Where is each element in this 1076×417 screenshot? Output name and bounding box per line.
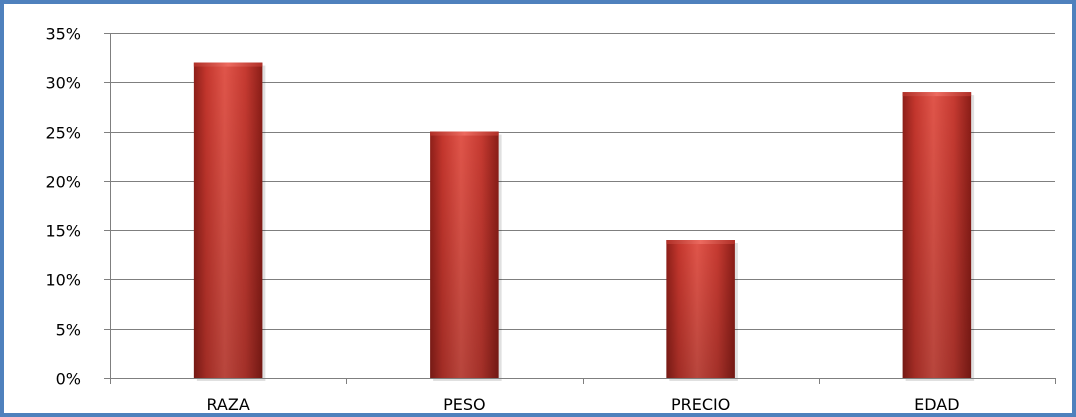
y-tick-label: 0% [56, 370, 81, 389]
y-tick-label: 20% [45, 173, 81, 192]
x-tick-label: PRECIO [671, 395, 730, 414]
y-tick-label: 5% [56, 321, 81, 340]
y-tick-label: 15% [45, 222, 81, 241]
x-tick-label: EDAD [914, 395, 959, 414]
bar [666, 240, 738, 381]
bar [902, 92, 975, 382]
y-tick-label: 35% [45, 25, 81, 44]
bar [430, 131, 502, 381]
y-tick-label: 10% [45, 271, 81, 290]
x-tick-label: RAZA [206, 395, 249, 414]
y-tick-label: 25% [45, 124, 81, 143]
y-tick-label: 30% [45, 74, 81, 93]
x-tick-label: PESO [443, 395, 486, 414]
bar [193, 62, 266, 382]
